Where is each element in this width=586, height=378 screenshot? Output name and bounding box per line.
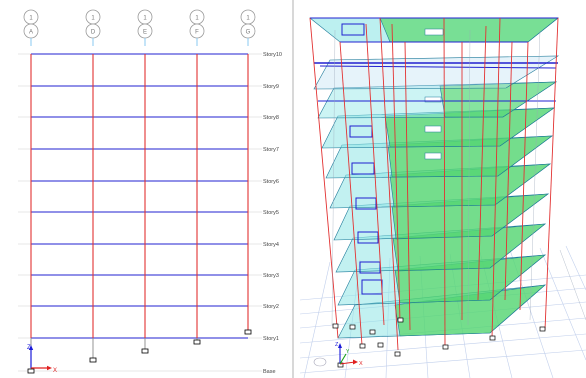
grid-bubble-top-label: 1 — [195, 16, 199, 22]
grid-bubble-e[interactable]: 1 E — [137, 9, 153, 46]
grid-bubble-bottom-label: A — [29, 30, 33, 36]
support-icon[interactable] — [394, 351, 401, 357]
story-label: Base — [263, 369, 276, 375]
grid-bubble-top-label: 1 — [29, 16, 33, 22]
grid-bubble-bottom-label: E — [143, 30, 147, 36]
model-3d-canvas[interactable]: Z X Y — [294, 0, 586, 378]
support-icon[interactable] — [442, 344, 449, 350]
story-label: Story7 — [263, 147, 279, 153]
viewport-divider[interactable] — [292, 0, 294, 378]
grid-bubble-a[interactable]: 1 A — [23, 9, 39, 46]
support-icon[interactable] — [369, 329, 376, 335]
grid-bubble-d[interactable]: 1 D — [85, 9, 101, 46]
axis-y-label: Y — [346, 349, 350, 355]
story-label: Story6 — [263, 179, 279, 185]
columns-3d — [309, 17, 559, 351]
story-labels: Story10 Story9 Story8 Story7 Story6 Stor… — [263, 52, 282, 375]
story-label: Story4 — [263, 242, 279, 248]
axis-x-label: X — [53, 368, 57, 374]
axis-z-label: Z — [335, 342, 339, 348]
support-icon[interactable] — [359, 343, 366, 349]
origin-marker-icon — [313, 357, 327, 367]
grid-bubble-top-label: 1 — [246, 16, 250, 22]
grid-bubble-bottom-label: G — [246, 30, 251, 36]
grid-bubble-bottom-label: D — [91, 30, 96, 36]
story-label: Story8 — [263, 115, 279, 121]
beams — [31, 53, 248, 339]
support-icon[interactable] — [332, 323, 339, 329]
support-icon[interactable] — [539, 326, 546, 332]
story-label: Story10 — [263, 52, 282, 58]
support-icon[interactable] — [27, 368, 35, 374]
axis-triad-icon: Z X — [27, 345, 57, 374]
story-label: Story9 — [263, 84, 279, 90]
elevation-canvas[interactable]: 1 A 1 D 1 E 1 — [0, 0, 294, 378]
support-icon[interactable] — [89, 357, 97, 363]
support-icon[interactable] — [489, 335, 496, 341]
slab-story9[interactable] — [313, 55, 560, 90]
support-icon[interactable] — [193, 339, 201, 345]
supports-3d — [332, 317, 546, 368]
grid-bubble-top-label: 1 — [143, 16, 147, 22]
story-label: Story5 — [263, 210, 279, 216]
elevation-view-panel[interactable]: 1 A 1 D 1 E 1 — [0, 0, 294, 378]
grid-bubbles: 1 A 1 D 1 E 1 — [23, 9, 256, 46]
grid-bubble-top-label: 1 — [91, 16, 95, 22]
grid-bubble-g[interactable]: 1 G — [240, 9, 256, 46]
base-columns — [30, 338, 198, 371]
support-icon[interactable] — [244, 329, 252, 335]
grid-bubble-bottom-label: F — [195, 30, 199, 36]
support-icon[interactable] — [141, 348, 149, 354]
grid-bubble-f[interactable]: 1 F — [189, 9, 205, 46]
slab-openings — [424, 28, 444, 160]
columns — [30, 54, 249, 338]
gridlines-3d — [331, 29, 586, 326]
axis-z-label: Z — [27, 345, 31, 351]
story-label: Story3 — [263, 273, 279, 279]
story-label: Story2 — [263, 304, 279, 310]
axis-x-label: X — [359, 361, 363, 367]
support-icon[interactable] — [377, 342, 384, 348]
support-icon[interactable] — [349, 324, 356, 330]
axis-triad-3d-icon: Z X Y — [335, 342, 363, 367]
3d-view-panel[interactable]: Z X Y — [294, 0, 586, 378]
support-icon[interactable] — [397, 317, 404, 323]
story-label: Story1 — [263, 336, 279, 342]
beams-3d — [310, 17, 558, 295]
supports — [27, 329, 252, 374]
